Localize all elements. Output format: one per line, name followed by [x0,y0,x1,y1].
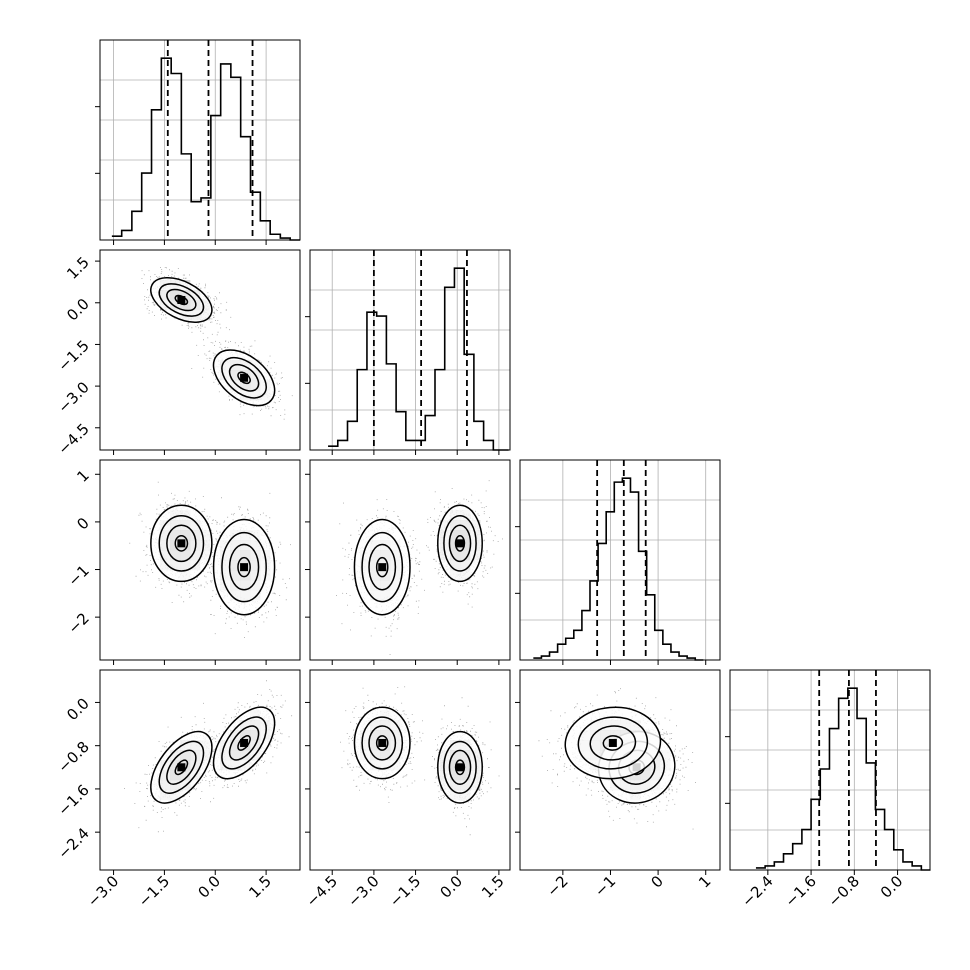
contour-2-4 [375,735,389,751]
density-peak [177,539,186,548]
density-peak [378,563,387,572]
density-content [141,267,293,420]
y-tick-label: −4.5 [54,420,92,458]
panel-frame [99,669,301,871]
y-tick-label: 0.0 [63,695,93,725]
y-axis-2: −4.5 −3.0−1.5 0.0 1.5 [54,253,100,458]
density-panel-1-3 [99,459,301,661]
panel-frame [729,669,931,871]
density-panel-2-4 [309,669,511,871]
contour-1-3 [448,749,472,785]
density-peak [240,373,249,382]
histogram-steps [328,267,509,451]
density-content [340,686,500,836]
panel-frame [99,249,301,451]
density-peak [378,738,387,747]
y-tick-label: −2 [64,609,92,637]
contour-2-3 [589,725,637,761]
contour-1-3 [166,288,197,312]
x-tick-label: −4.5 [303,872,341,910]
y-tick-label: 0.0 [63,295,93,325]
x-tick-label: 0.0 [877,872,907,902]
density-panel-2-3 [309,459,511,661]
panel-frame [519,459,721,661]
y-tick-label: −0.8 [54,738,92,776]
density-peak [608,738,617,747]
density-panel-1-2 [99,249,301,451]
y-tick-label: 1.5 [63,253,93,283]
histogram-steps [111,57,300,241]
contour-1-4 [454,534,466,552]
x-tick-label: −1.6 [781,872,819,910]
y-tick-label: −1 [64,562,92,590]
contour-1-3 [448,524,472,563]
contour-1-4 [174,534,189,552]
histogram-steps [533,477,704,661]
x-tick-label: 1.5 [245,872,275,902]
x-tick-label: 0.0 [194,872,224,902]
x-tick-label: −2.4 [738,872,776,910]
density-peak [177,296,186,304]
contour-1-3 [166,524,197,563]
density-panel-1-4 [99,669,301,871]
y-tick-label: 0 [73,514,92,533]
density-content [129,481,291,638]
x-tick-label: 0.0 [436,872,466,902]
y-tick-label: −2.4 [54,824,92,862]
histogram-panel-1 [95,39,301,241]
density-peak [177,763,186,772]
panel-frame [309,669,511,871]
density-peak [456,539,464,548]
y-tick-label: −1.6 [54,781,92,819]
histogram-steps [755,687,931,871]
histogram-panel-3 [515,459,721,661]
contour-2-4 [602,735,624,751]
contour-2-4 [375,556,389,578]
panel-frame [309,459,511,661]
x-tick-label: −3.0 [84,872,122,910]
histogram-panel-4 [725,669,931,871]
x-tick-label: 0 [647,872,666,891]
panel-frame [519,669,721,871]
y-tick-label: 1 [73,466,92,485]
contour-2-3 [228,363,260,392]
x-tick-label: 1.5 [478,872,508,902]
density-content [538,688,696,830]
x-tick-label: −0.8 [825,872,863,910]
x-axis-4: −2.4 −1.6 −0.8 0.0 [738,870,906,911]
contour-2-3 [368,725,397,761]
density-content [124,680,293,833]
contour-2-4 [237,556,251,578]
panel-frame [99,459,301,661]
contour-2-3 [368,543,397,591]
density-peak [240,738,249,747]
x-tick-label: −2 [543,872,571,900]
contour-1-4 [454,759,466,776]
x-tick-label: −1.5 [386,872,424,910]
x-tick-label: −1.5 [135,872,173,910]
y-tick-label: −1.5 [54,337,92,375]
y-tick-label: −3.0 [54,378,92,416]
x-tick-label: 1 [695,872,714,891]
density-content [336,480,503,655]
contour-2-3 [228,725,260,761]
x-tick-label: −3.0 [344,872,382,910]
panel-frame [99,39,301,241]
histogram-panel-2 [305,249,511,451]
density-peak [456,763,464,772]
x-tick-label: −1 [591,872,619,900]
panel-frame [309,249,511,451]
contour-2-3 [228,543,260,591]
density-peak [240,563,249,572]
contour-1-3 [166,749,197,785]
density-panel-3-4 [519,669,721,871]
